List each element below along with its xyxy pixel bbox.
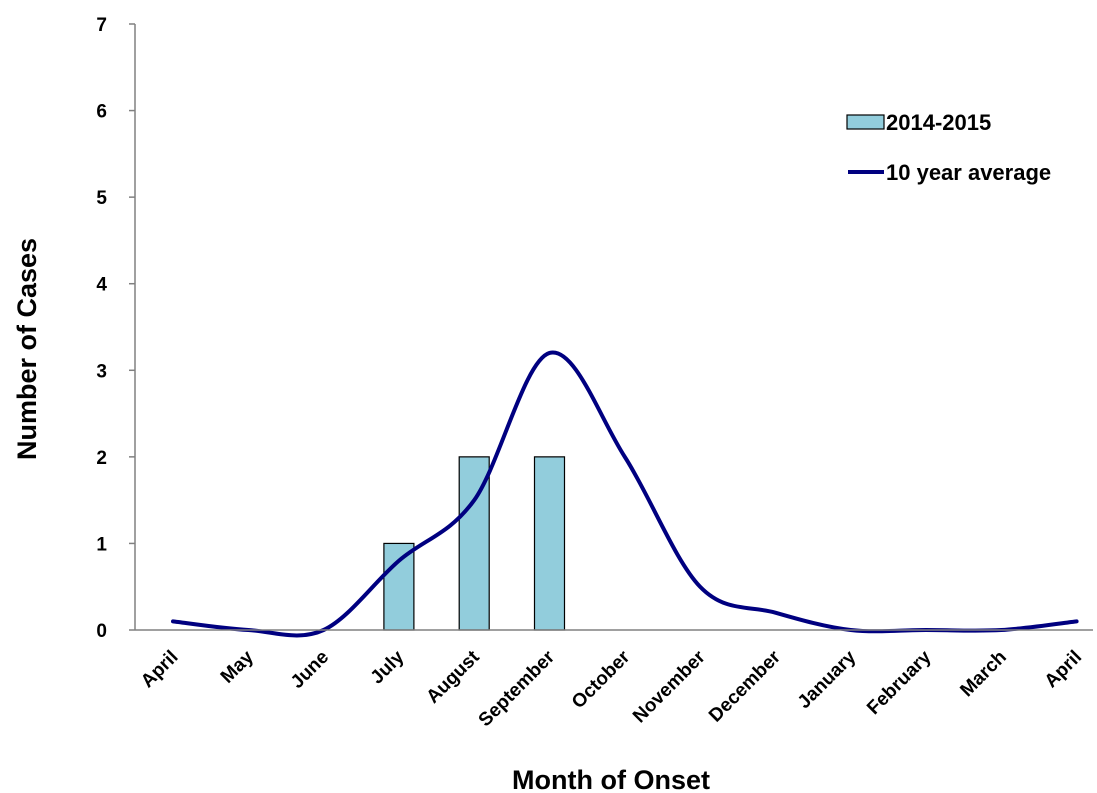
x-tick-label: July	[367, 646, 409, 688]
x-tick-label: April	[1041, 647, 1086, 692]
x-tick-label: June	[287, 647, 333, 693]
legend-label-10-year-average: 10 year average	[886, 160, 1051, 185]
series-line-10-year-average	[171, 350, 1079, 638]
y-tick-label: 2	[96, 448, 107, 469]
x-tick-label: January	[794, 646, 861, 713]
y-tick-label: 5	[96, 188, 107, 209]
x-tick-label: May	[217, 646, 258, 687]
x-tick-label: April	[137, 647, 182, 692]
bar	[533, 456, 566, 631]
y-tick-label: 7	[96, 15, 107, 36]
x-axis-title: Month of Onset	[512, 765, 710, 793]
legend-swatch-2014-2015	[846, 114, 885, 130]
y-tick-label: 0	[96, 621, 107, 642]
bar	[383, 542, 415, 631]
legend-label-2014-2015: 2014-2015	[886, 110, 991, 135]
x-tick-label: October	[568, 646, 635, 713]
x-tick-label: September	[475, 646, 560, 731]
y-axis-title: Number of Cases	[12, 238, 42, 460]
x-tick-label: February	[863, 646, 936, 719]
x-tick-label: March	[956, 647, 1010, 701]
plot-area	[171, 350, 1079, 638]
y-tick-label: 3	[96, 361, 107, 382]
y-axis: 0 1 2 3 4 5 6 7	[96, 15, 136, 642]
x-tick-label: November	[629, 646, 710, 727]
y-tick-label: 6	[96, 102, 107, 123]
legend: 2014-2015 10 year average	[846, 110, 1051, 185]
x-tick-label: December	[705, 646, 785, 726]
x-tick-label: August	[423, 646, 485, 708]
y-tick-label: 1	[96, 534, 107, 555]
y-tick-label: 4	[96, 275, 107, 296]
